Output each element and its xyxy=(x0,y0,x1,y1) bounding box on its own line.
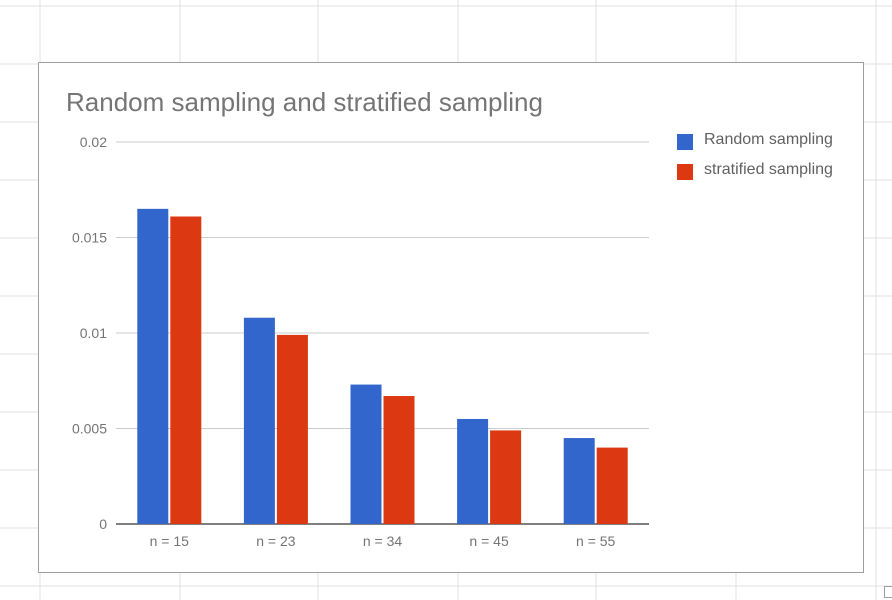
chart-title: Random sampling and stratified sampling xyxy=(66,87,543,117)
x-tick-label: n = 15 xyxy=(150,533,190,549)
bar-stratified-3[interactable] xyxy=(490,430,522,524)
resize-handle[interactable] xyxy=(884,586,892,598)
y-tick-label: 0.01 xyxy=(80,325,107,341)
plot-area: 0 0.005 0.01 0.015 0.02 n = 15 n = 23 n = 34 n =… xyxy=(72,134,649,549)
bar-random-0[interactable] xyxy=(137,208,169,524)
bar-stratified-1[interactable] xyxy=(276,334,308,524)
bar-random-1[interactable] xyxy=(243,317,275,524)
bar-stratified-2[interactable] xyxy=(383,396,415,524)
legend-label-random-sampling: Random sampling xyxy=(704,131,833,148)
y-tick-label: 0.005 xyxy=(72,421,107,437)
legend-swatch-random-sampling xyxy=(677,134,693,150)
bar-stratified-4[interactable] xyxy=(596,447,628,524)
x-tick-label: n = 23 xyxy=(256,533,296,549)
x-tick-label: n = 55 xyxy=(576,533,616,549)
x-tick-label: n = 34 xyxy=(363,533,403,549)
legend-label-stratified-sampling: stratified sampling xyxy=(704,161,833,178)
y-tick-label: 0.015 xyxy=(72,230,107,246)
bar-stratified-0[interactable] xyxy=(170,216,202,525)
y-tick-label: 0.02 xyxy=(80,134,107,150)
bar-random-4[interactable] xyxy=(563,438,595,524)
y-tick-label: 0 xyxy=(99,516,107,532)
bar-random-2[interactable] xyxy=(350,384,382,524)
chart-card[interactable]: Random sampling and stratified sampling … xyxy=(38,62,864,573)
bar-random-3[interactable] xyxy=(457,418,489,524)
x-tick-label: n = 45 xyxy=(469,533,509,549)
legend-swatch-stratified-sampling xyxy=(677,164,693,180)
